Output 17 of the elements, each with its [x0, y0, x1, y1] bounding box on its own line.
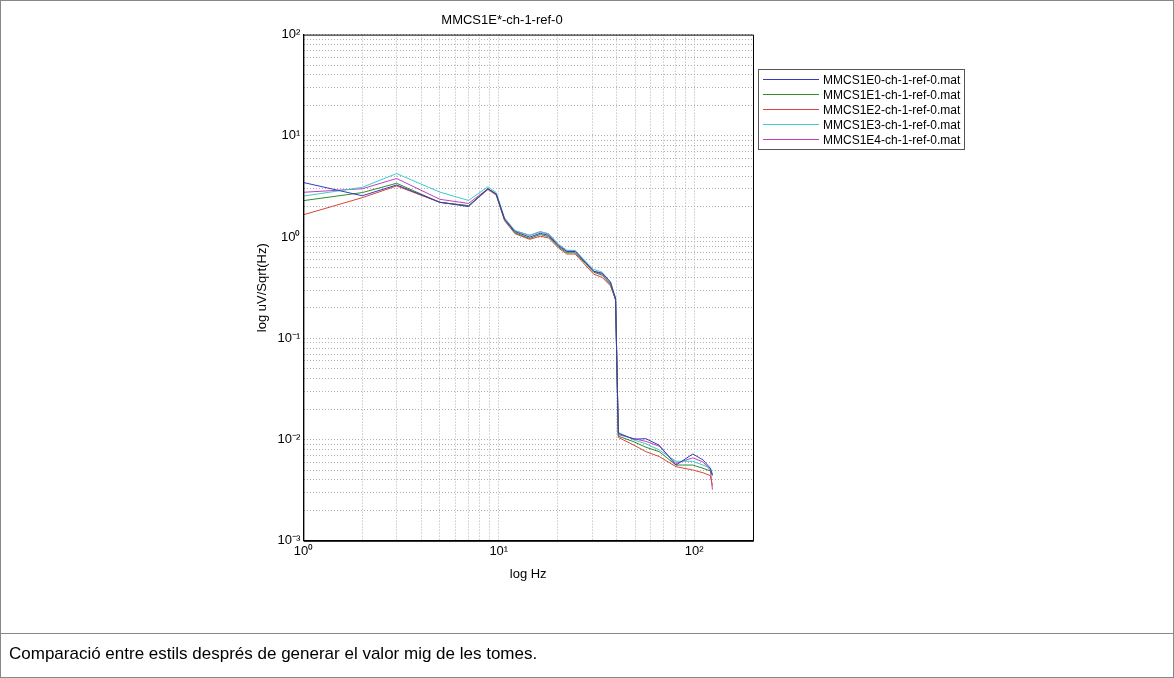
- y-tick-label: 10¹: [281, 127, 302, 143]
- y-axis-title: log uV/Sqrt(Hz): [254, 243, 270, 333]
- chart-title: MMCS1E*-ch-1-ref-0: [441, 12, 563, 28]
- legend-label: MMCS1E2-ch-1-ref-0.mat: [823, 102, 961, 117]
- y-tick-label: 10⁻²: [277, 431, 302, 447]
- x-tick-label: 10²: [684, 543, 705, 559]
- x-axis-title: log Hz: [509, 565, 547, 581]
- legend-label: MMCS1E0-ch-1-ref-0.mat: [823, 72, 961, 87]
- legend-label: MMCS1E4-ch-1-ref-0.mat: [823, 132, 961, 147]
- x-tick-label: 10¹: [489, 543, 509, 559]
- text: Comparació entre estils després de generar el valor mig de les tomes.: [1, 633, 1173, 674]
- y-tick-label: 10²: [281, 26, 302, 42]
- legend-label: MMCS1E3-ch-1-ref-0.mat: [823, 117, 961, 132]
- legend-label: MMCS1E1-ch-1-ref-0.mat: [823, 87, 961, 102]
- y-tick-label: 10⁰: [280, 228, 301, 244]
- y-tick-label: 10⁻¹: [277, 329, 302, 345]
- x-tick-label: 10⁰: [293, 543, 314, 559]
